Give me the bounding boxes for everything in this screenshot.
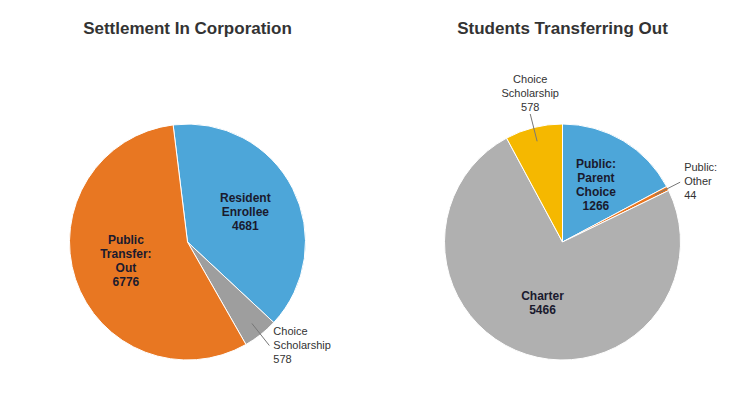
slice-label-line: Resident — [220, 191, 271, 205]
leader-line — [530, 114, 537, 141]
slice-label-line: Enrollee — [222, 205, 270, 219]
slice-label: Public:ParentChoice1266 — [576, 158, 616, 214]
slice-label-line: Other — [684, 175, 712, 187]
chart-root: Settlement In Corporation ResidentEnrolle… — [0, 0, 750, 420]
slice-label-line: 1266 — [583, 200, 610, 214]
slice-label-line: Transfer: — [100, 248, 151, 262]
slice-label: Choice Scholarship 578 — [501, 73, 558, 113]
slices — [69, 124, 305, 360]
chart-svg: Settlement In Corporation ResidentEnrolle… — [0, 0, 750, 420]
slice-label-line: 578 — [521, 101, 539, 113]
chart-title: Students Transferring Out — [457, 19, 668, 38]
slice-label: ResidentEnrollee4681 — [220, 191, 271, 233]
slice-label-line: Scholarship — [501, 87, 558, 99]
slice-label-line: Public: — [684, 161, 717, 173]
slice-label-line: Choice — [576, 186, 616, 200]
leader-line — [655, 182, 680, 195]
leader-line — [252, 323, 269, 345]
slice-label-line: Out — [116, 262, 137, 276]
slice-label-line: 4681 — [232, 219, 259, 233]
slice-label-line: Choice — [513, 73, 547, 85]
slice-labels: Public:ParentChoice1266Public:Other44Cha… — [501, 73, 717, 317]
slice-label-line: Parent — [577, 172, 614, 186]
slice-label-line: Charter — [521, 289, 564, 303]
slice-label-line: 5466 — [529, 303, 556, 317]
pie-slice — [69, 125, 245, 360]
slice-labels: ResidentEnrollee4681 Choice Scholarship 578… — [100, 191, 331, 365]
slice-label-line: Public: — [576, 158, 616, 172]
slice-label: PublicTransfer:Out6776 — [100, 234, 151, 290]
slice-label-line: 6776 — [113, 276, 140, 290]
chart-title: Settlement In Corporation — [83, 19, 292, 38]
slice-label: Public: Other 44 — [684, 161, 717, 201]
slice-label-line: 44 — [684, 189, 696, 201]
pie-panel: Settlement In Corporation ResidentEnrolle… — [69, 19, 330, 364]
pie-panel: Students Transferring OutPublic:ParentCh… — [445, 19, 718, 360]
slice-label: Charter5466 — [521, 289, 564, 317]
slice-label-line: Choice — [273, 324, 307, 336]
slice-label: Choice Scholarship 578 — [273, 324, 330, 364]
slice-label-line: Public — [108, 234, 144, 248]
slice-label-line: Scholarship — [273, 338, 330, 350]
slices — [445, 124, 681, 360]
pie-slice — [507, 124, 563, 242]
slice-label-line: 578 — [273, 352, 291, 364]
